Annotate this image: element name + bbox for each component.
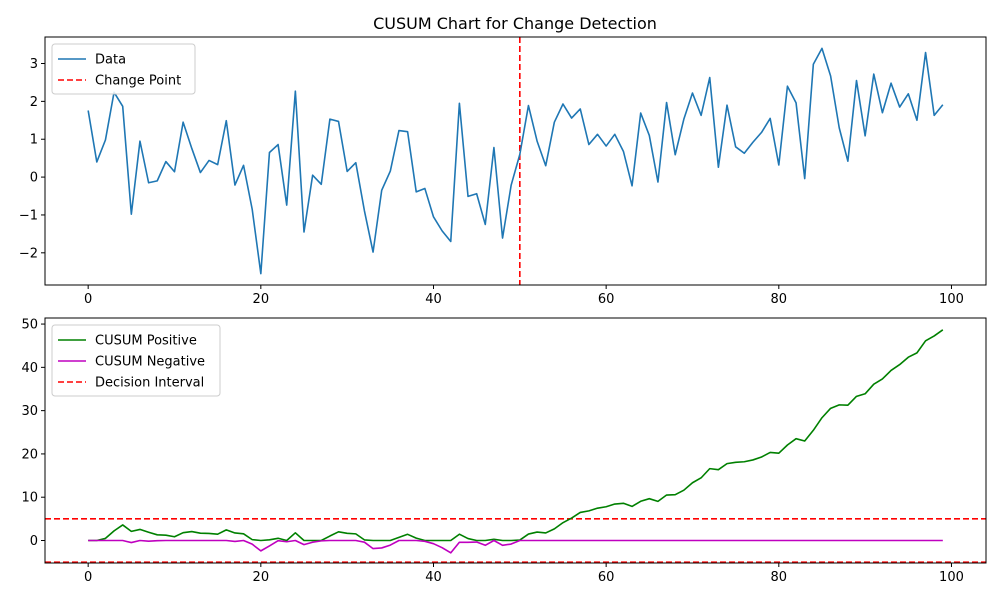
- axes-frame: [44, 36, 987, 286]
- y-tick-label: 40: [21, 361, 38, 376]
- cusum-positive-legend-label: CUSUM Positive: [95, 334, 197, 349]
- cusum-negative-series-line: [88, 539, 943, 554]
- cusum-negative-legend-label: CUSUM Negative: [95, 355, 205, 370]
- data-panel: 0 20 40 60 80 100 −2 −1 0 1 2 3 Data Change Point: [19, 36, 987, 307]
- x-tick-label: 100: [939, 292, 964, 307]
- legend: Data Change Point: [51, 43, 196, 95]
- change-point-legend-label: Change Point: [95, 74, 181, 89]
- y-tick-label: 0: [30, 534, 38, 549]
- decision-interval-legend-label: Decision Interval: [95, 376, 204, 391]
- x-tick-label: 40: [425, 292, 442, 307]
- y-tick-label: 3: [30, 57, 38, 72]
- axes-frame: [44, 317, 987, 564]
- cusum-positive-series-line: [88, 329, 944, 542]
- data-legend-label: Data: [95, 53, 126, 68]
- y-tick-label: 30: [21, 404, 38, 419]
- data-series-line: [87, 47, 944, 275]
- y-tick-label: −2: [19, 246, 38, 261]
- legend: CUSUM Positive CUSUM Negative Decision Int…: [51, 324, 221, 397]
- y-tick-label: 0: [30, 171, 38, 186]
- y-tick-label: 1: [30, 133, 38, 148]
- x-tick-label: 80: [771, 570, 788, 585]
- x-tick-label: 40: [425, 570, 442, 585]
- x-tick-label: 60: [598, 570, 615, 585]
- y-tick-label: 2: [30, 95, 38, 110]
- y-tick-label: 50: [21, 318, 38, 333]
- x-tick-label: 0: [84, 570, 92, 585]
- x-tick-label: 0: [84, 292, 92, 307]
- y-tick-label: −1: [19, 208, 38, 223]
- legend-box: [51, 324, 221, 397]
- legend-box: [51, 43, 196, 95]
- y-tick-label: 20: [21, 447, 38, 462]
- x-tick-label: 60: [598, 292, 615, 307]
- x-tick-label: 100: [939, 570, 964, 585]
- x-tick-label: 20: [253, 292, 270, 307]
- x-tick-label: 20: [253, 570, 270, 585]
- y-tick-label: 10: [21, 491, 38, 506]
- chart-title: CUSUM Chart for Change Detection: [373, 14, 657, 33]
- x-tick-label: 80: [771, 292, 788, 307]
